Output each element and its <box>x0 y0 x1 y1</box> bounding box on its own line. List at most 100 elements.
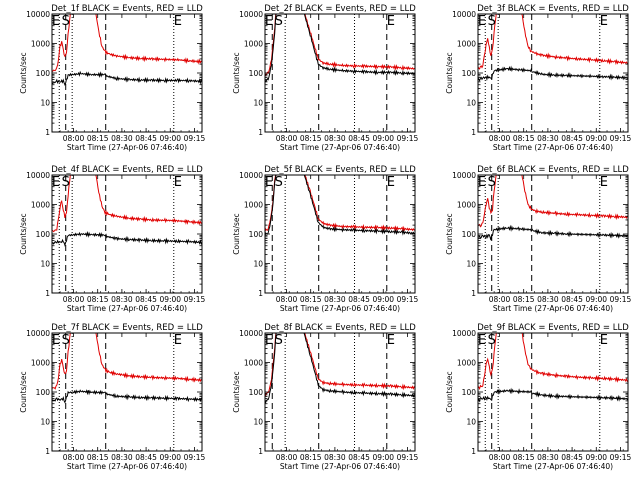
panel-title: Det_2f BLACK = Events, RED = LLD <box>264 4 416 14</box>
y-tick-label: 10 <box>466 99 476 108</box>
panel-title: Det_8f BLACK = Events, RED = LLD <box>264 323 416 333</box>
x-tick-label: 08:30 <box>111 453 133 462</box>
detector-panel-5: Det_5f BLACK = Events, RED = LLD 1 10 100 10… <box>232 165 418 313</box>
events-series-line <box>478 65 628 82</box>
marker-label-e: E <box>478 333 486 348</box>
x-tick-label: 09:15 <box>397 453 419 462</box>
x-tick-label: 08:00 <box>276 453 298 462</box>
x-tick-label: 08:00 <box>276 295 298 304</box>
x-tick-label: 08:15 <box>300 453 322 462</box>
lld-series-line <box>52 175 202 233</box>
x-tick-label: 09:00 <box>159 453 181 462</box>
marker-label-e: E <box>387 333 395 348</box>
x-tick-label: 08:45 <box>135 295 157 304</box>
y-axis-label: Counts/sec <box>445 213 454 254</box>
x-tick-label: 09:15 <box>610 295 632 304</box>
y-tick-label: 1000 <box>457 40 476 49</box>
marker-label-e: E <box>478 14 486 29</box>
y-tick-label: 1000 <box>457 359 476 368</box>
y-axis-label: Counts/sec <box>19 52 28 93</box>
x-tick-label: 08:00 <box>63 453 85 462</box>
x-tick-label: 09:00 <box>585 295 607 304</box>
x-tick-label: 08:30 <box>324 453 346 462</box>
panel-title: Det_3f BLACK = Events, RED = LLD <box>477 4 629 14</box>
x-tick-label: 08:00 <box>276 134 298 143</box>
x-tick-label: 08:15 <box>300 134 322 143</box>
y-axis-label: Counts/sec <box>232 371 241 412</box>
x-axis-label: Start Time (27-Apr-06 07:46:40) <box>493 304 613 313</box>
events-series-line <box>478 387 628 403</box>
y-tick-label: 10000 <box>26 10 50 19</box>
x-tick-label: 09:15 <box>184 134 206 143</box>
x-axis-label: Start Time (27-Apr-06 07:46:40) <box>280 143 400 152</box>
marker-label-e: E <box>600 175 608 190</box>
marker-label-s: S <box>275 14 283 29</box>
x-tick-label: 09:00 <box>159 295 181 304</box>
y-tick-label: 10000 <box>452 171 476 180</box>
marker-label-e: E <box>387 175 395 190</box>
x-tick-label: 09:15 <box>610 453 632 462</box>
y-tick-label: 1 <box>258 128 263 137</box>
y-tick-label: 1 <box>471 447 476 456</box>
x-tick-label: 08:15 <box>513 134 535 143</box>
detector-panel-4: Det_4f BLACK = Events, RED = LLD 1 10 100 10… <box>19 165 205 313</box>
detector-panel-2: Det_2f BLACK = Events, RED = LLD 1 10 100 10… <box>232 4 418 152</box>
x-tick-label: 09:15 <box>397 295 419 304</box>
x-tick-label: 08:30 <box>324 134 346 143</box>
x-tick-label: 08:45 <box>561 295 583 304</box>
x-tick-label: 09:00 <box>585 453 607 462</box>
y-tick-label: 1 <box>45 289 50 298</box>
events-series-line <box>265 333 415 404</box>
x-tick-label: 08:00 <box>489 453 511 462</box>
x-tick-label: 08:45 <box>135 134 157 143</box>
lld-series-line <box>265 333 415 397</box>
marker-label-e: E <box>265 175 273 190</box>
marker-label-e: E <box>478 175 486 190</box>
events-series-line <box>52 70 202 86</box>
panel-title: Det_9f BLACK = Events, RED = LLD <box>477 323 629 333</box>
y-tick-label: 10000 <box>452 329 476 338</box>
x-tick-label: 08:00 <box>489 134 511 143</box>
lld-series-line <box>478 175 628 228</box>
y-axis-label: Counts/sec <box>232 52 241 93</box>
y-tick-label: 1000 <box>244 40 263 49</box>
y-tick-label: 10 <box>40 99 50 108</box>
x-tick-label: 09:00 <box>585 134 607 143</box>
lld-series-line <box>265 14 415 76</box>
y-tick-label: 10 <box>40 418 50 427</box>
x-tick-label: 08:00 <box>489 295 511 304</box>
y-tick-label: 10000 <box>26 171 50 180</box>
x-tick-label: 09:15 <box>397 134 419 143</box>
marker-label-e: E <box>52 14 60 29</box>
marker-label-e: E <box>600 333 608 348</box>
marker-label-s: S <box>275 175 283 190</box>
y-tick-label: 10 <box>253 418 263 427</box>
x-tick-label: 09:00 <box>159 134 181 143</box>
x-tick-label: 08:30 <box>111 295 133 304</box>
panel-title: Det_4f BLACK = Events, RED = LLD <box>51 165 203 175</box>
y-tick-label: 1 <box>258 447 263 456</box>
y-tick-label: 100 <box>36 69 51 78</box>
x-tick-label: 08:45 <box>348 453 370 462</box>
marker-label-e: E <box>387 14 395 29</box>
lld-series-line <box>478 14 628 70</box>
marker-label-e: E <box>52 333 60 348</box>
y-tick-label: 1000 <box>31 359 50 368</box>
y-tick-label: 10000 <box>239 171 263 180</box>
marker-label-e: E <box>174 175 182 190</box>
y-tick-label: 1000 <box>31 40 50 49</box>
y-tick-label: 10 <box>253 260 263 269</box>
x-tick-label: 09:00 <box>372 453 394 462</box>
marker-label-e: E <box>174 14 182 29</box>
x-tick-label: 08:45 <box>348 295 370 304</box>
x-tick-label: 08:45 <box>561 134 583 143</box>
x-tick-label: 09:15 <box>610 134 632 143</box>
x-tick-label: 09:00 <box>372 295 394 304</box>
x-axis-label: Start Time (27-Apr-06 07:46:40) <box>493 143 613 152</box>
y-tick-label: 10 <box>40 260 50 269</box>
y-tick-label: 100 <box>36 230 51 239</box>
panel-title: Det_5f BLACK = Events, RED = LLD <box>264 165 416 175</box>
y-tick-label: 1000 <box>244 359 263 368</box>
